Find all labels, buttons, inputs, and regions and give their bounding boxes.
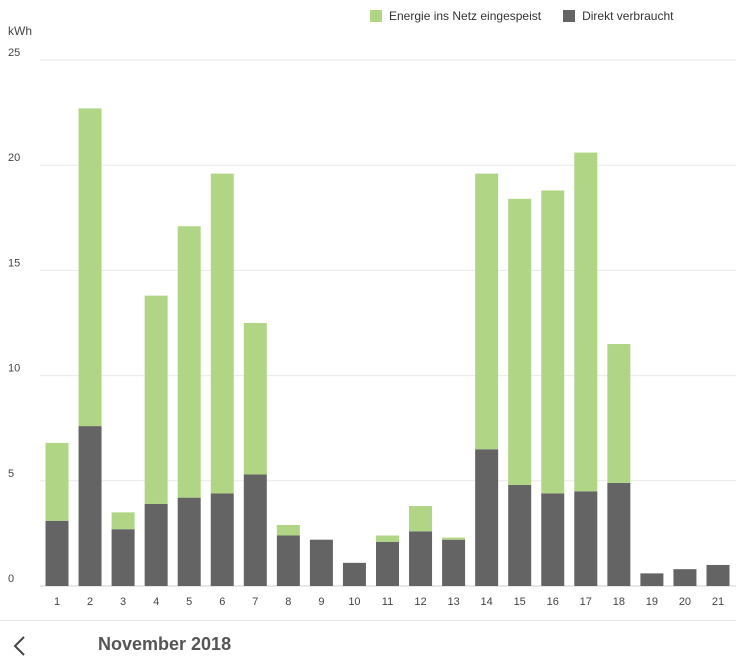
x-tick-label: 18: [613, 596, 625, 608]
x-tick-label: 5: [186, 596, 192, 608]
x-tick-label: 13: [447, 596, 459, 608]
gridlines: [40, 59, 736, 587]
bar-direct-day-4[interactable]: [144, 503, 168, 586]
bar-direct-day-13[interactable]: [442, 539, 466, 586]
x-tick-label: 17: [580, 596, 592, 608]
bar-fed-in-day-2[interactable]: [78, 108, 102, 427]
chevron-left-icon: [13, 636, 25, 656]
bar-direct-day-17[interactable]: [574, 491, 598, 586]
bar-direct-day-21[interactable]: [706, 564, 730, 586]
bar-fed-in-day-14[interactable]: [475, 173, 499, 450]
bar-direct-day-6[interactable]: [210, 493, 234, 586]
legend-label-fed-in: Energie ins Netz eingespeist: [389, 9, 542, 23]
x-axis: 1 2 3 4 5 6 7 8 9 10 11 12 13 14 15 16 17 18 19 20 21: [54, 596, 724, 608]
bar-fed-in-day-18[interactable]: [607, 344, 631, 483]
x-tick-label: 19: [646, 596, 658, 608]
x-tick-label: 3: [120, 596, 126, 608]
bar-direct-day-11[interactable]: [376, 541, 399, 586]
bar-direct-day-18[interactable]: [607, 482, 631, 586]
x-tick-label: 12: [414, 596, 426, 608]
month-title: November 2018: [98, 634, 232, 654]
bar-direct-day-20[interactable]: [673, 569, 697, 586]
bar-direct-day-14[interactable]: [475, 449, 499, 586]
bar-fed-in-day-13[interactable]: [442, 537, 466, 540]
x-tick-label: 20: [679, 596, 691, 608]
bar-direct-day-8[interactable]: [276, 535, 300, 586]
footer-divider: [0, 620, 736, 621]
x-tick-label: 8: [285, 596, 291, 608]
bar-direct-day-1[interactable]: [45, 520, 69, 586]
bar-fed-in-day-5[interactable]: [177, 226, 201, 498]
x-tick-label: 11: [382, 596, 393, 608]
legend-item-direct[interactable]: Direkt verbraucht: [563, 9, 673, 23]
bar-direct-day-5[interactable]: [177, 497, 201, 586]
bar-fed-in-day-16[interactable]: [541, 190, 565, 494]
x-tick-label: 15: [514, 596, 526, 608]
chart-legend: Energie ins Netz eingespeist Direkt verb…: [370, 9, 695, 23]
bar-fed-in-day-11[interactable]: [376, 535, 399, 542]
x-tick-label: 9: [318, 596, 324, 608]
bar-fed-in-day-4[interactable]: [144, 295, 168, 504]
bar-direct-day-10[interactable]: [342, 562, 366, 586]
bar-fed-in-day-6[interactable]: [210, 173, 234, 494]
legend-item-fed-in[interactable]: Energie ins Netz eingespeist: [370, 9, 541, 23]
x-tick-label: 14: [481, 596, 493, 608]
y-tick-label: 0: [8, 573, 14, 585]
y-tick-label: 25: [8, 47, 20, 59]
x-tick-label: 16: [547, 596, 559, 608]
bars: [45, 108, 730, 586]
bar-fed-in-day-8[interactable]: [276, 524, 300, 536]
x-tick-label: 7: [252, 596, 258, 608]
previous-month-button[interactable]: [6, 632, 32, 660]
y-tick-label: 5: [8, 468, 14, 480]
bar-direct-day-15[interactable]: [508, 485, 532, 586]
bar-direct-day-7[interactable]: [243, 474, 267, 586]
x-tick-label: 4: [153, 596, 159, 608]
x-tick-label: 2: [87, 596, 93, 608]
bar-fed-in-day-15[interactable]: [508, 198, 532, 486]
bar-fed-in-day-3[interactable]: [111, 512, 135, 530]
legend-swatch-direct: [563, 10, 576, 22]
legend-swatch-fed-in: [370, 10, 382, 22]
bar-fed-in-day-7[interactable]: [243, 323, 267, 475]
x-tick-label: 1: [54, 596, 60, 608]
x-tick-label: 21: [712, 596, 724, 608]
y-tick-label: 10: [8, 363, 20, 375]
bar-direct-day-9[interactable]: [309, 539, 333, 586]
bar-direct-day-12[interactable]: [409, 531, 433, 586]
bar-fed-in-day-12[interactable]: [409, 506, 433, 532]
bar-direct-day-16[interactable]: [541, 493, 565, 586]
legend-label-direct: Direkt verbraucht: [582, 9, 674, 23]
bar-direct-day-19[interactable]: [640, 573, 664, 586]
y-tick-label: 15: [8, 257, 20, 269]
x-tick-label: 6: [219, 596, 225, 608]
bar-fed-in-day-1[interactable]: [45, 442, 69, 521]
bar-direct-day-3[interactable]: [111, 529, 135, 586]
y-tick-label: 20: [8, 152, 20, 164]
x-tick-label: 10: [348, 596, 360, 608]
bar-fed-in-day-17[interactable]: [574, 152, 598, 492]
y-axis-unit-label: kWh: [8, 24, 32, 38]
bar-direct-day-2[interactable]: [78, 426, 102, 586]
y-axis: 0 5 10 15 20 25: [8, 47, 20, 585]
